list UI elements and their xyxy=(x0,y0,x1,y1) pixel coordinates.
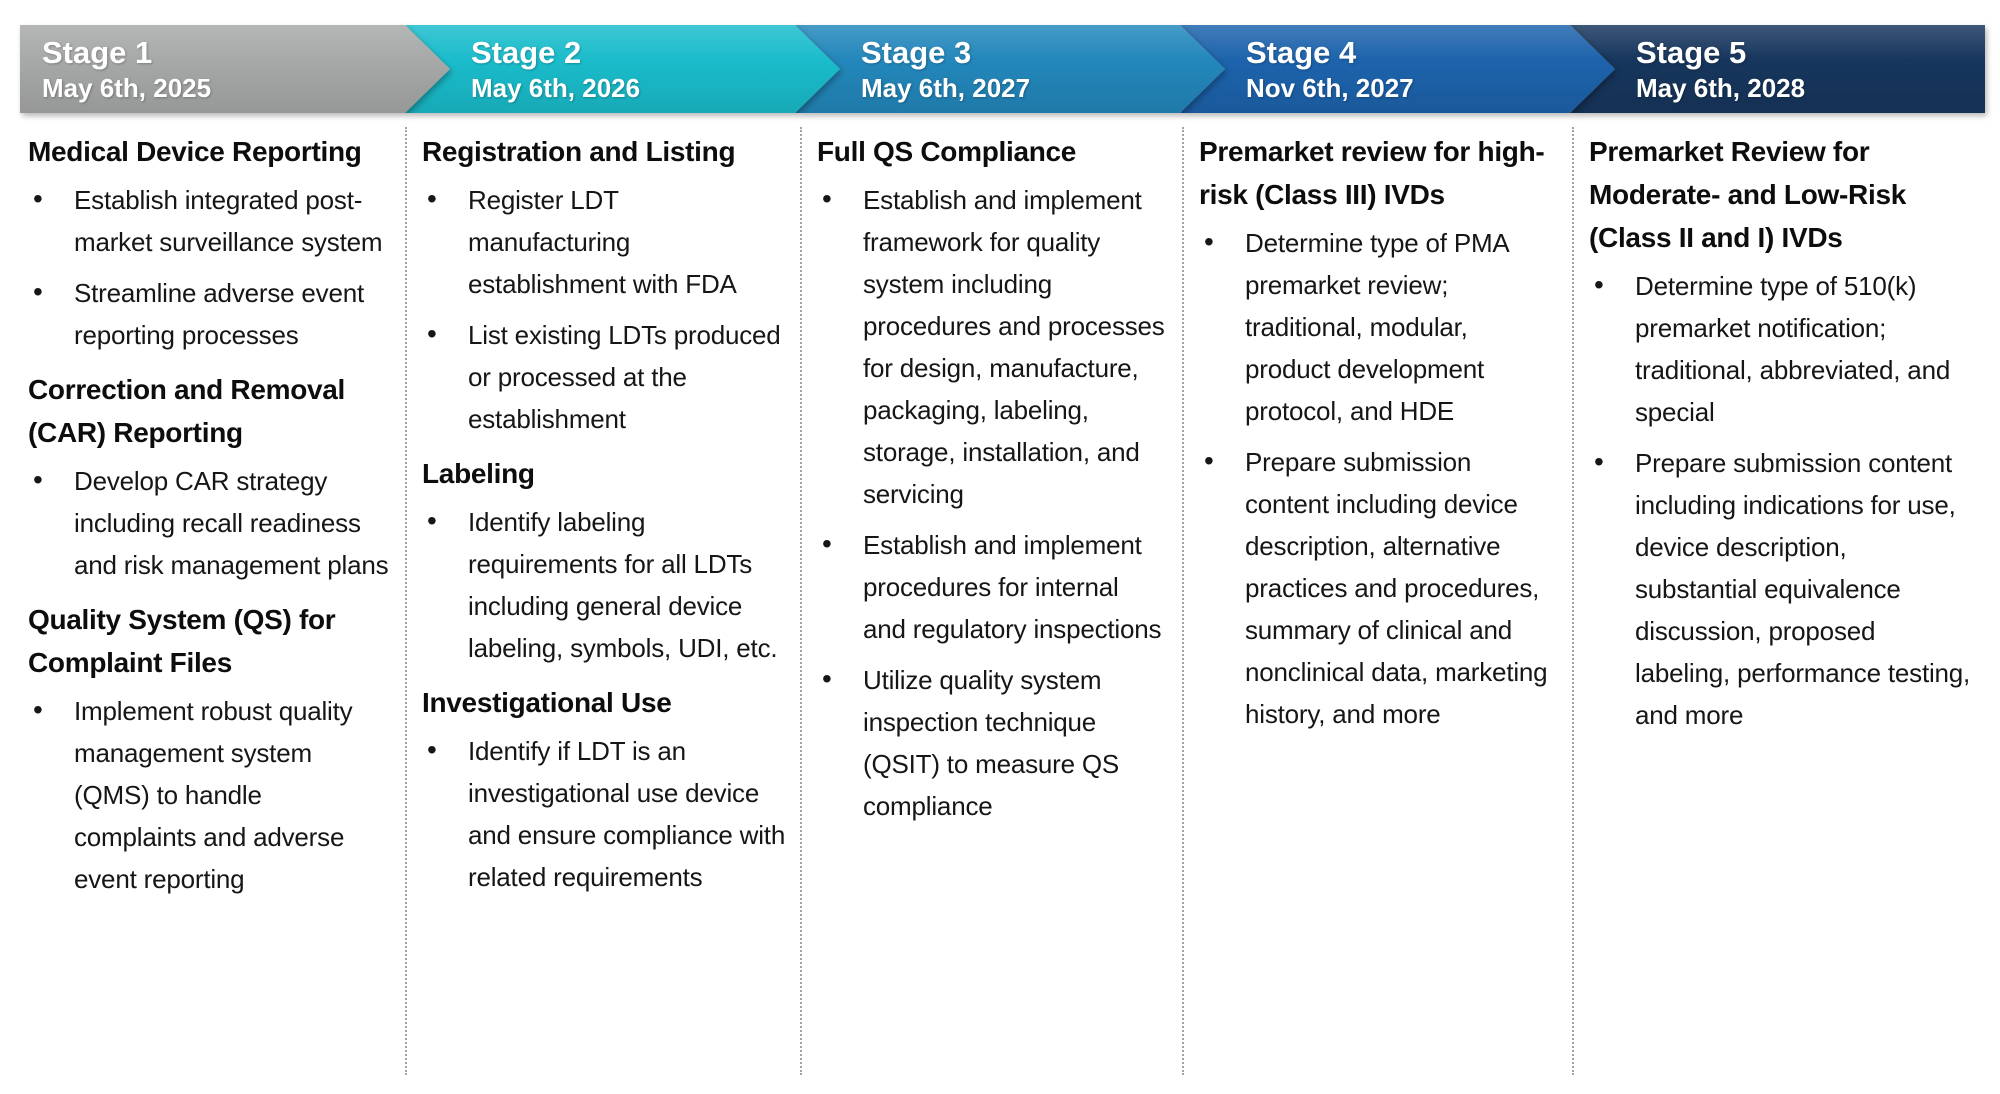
stage-column-3: Full QS Compliance Establish and implemen… xyxy=(800,127,1182,1075)
stage-date: May 6th, 2027 xyxy=(861,73,1031,103)
stage-date: Nov 6th, 2027 xyxy=(1246,73,1414,103)
section-heading: Medical Device Reporting xyxy=(28,136,362,167)
stage-banner-1: Stage 1 May 6th, 2025 xyxy=(20,25,450,113)
section-heading: Premarket Review for Moderate- and Low-R… xyxy=(1589,136,1906,253)
stage-columns: Medical Device Reporting Establish integr… xyxy=(20,127,2000,1075)
stage-chevron-shape: Stage 5 May 6th, 2028 xyxy=(1570,25,1985,113)
stage-date: May 6th, 2028 xyxy=(1636,73,1806,103)
stage-chevron-shape: Stage 3 May 6th, 2027 xyxy=(795,25,1225,113)
section-heading: Investigational Use xyxy=(422,687,672,718)
bullet-item: Establish and implement procedures for i… xyxy=(817,523,1168,650)
stage-label: Stage 3 xyxy=(861,35,972,70)
bullet-item: Implement robust quality management syst… xyxy=(28,689,391,900)
stage-label: Stage 5 xyxy=(1636,35,1747,70)
stage-banner-4: Stage 4 Nov 6th, 2027 xyxy=(1180,25,1615,113)
stage-label: Stage 2 xyxy=(471,35,582,70)
section-heading: Labeling xyxy=(422,458,535,489)
bullet-item: Streamline adverse event reporting proce… xyxy=(28,271,391,356)
bullet-item: Utilize quality system inspection techni… xyxy=(817,658,1168,827)
stage-label: Stage 1 xyxy=(42,35,153,70)
stage-column-4: Premarket review for high-risk (Class II… xyxy=(1182,127,1572,1075)
stage-column-2: Registration and Listing Register LDT man… xyxy=(405,127,800,1075)
section-heading: Quality System (QS) for Complaint Files xyxy=(28,604,336,678)
stage-date: May 6th, 2026 xyxy=(471,73,641,103)
bullet-item: Identify labeling requirements for all L… xyxy=(422,500,786,669)
stage-column-1: Medical Device Reporting Establish integr… xyxy=(20,127,405,1075)
stage-column-5: Premarket Review for Moderate- and Low-R… xyxy=(1572,127,1985,1075)
stage-date: May 6th, 2025 xyxy=(42,73,212,103)
stage-header-row: Stage 1 May 6th, 2025 Stage 2 May 6th, 2026… xyxy=(20,25,2000,113)
section-heading: Registration and Listing xyxy=(422,136,736,167)
bullet-item: Determine type of 510(k) premarket notif… xyxy=(1589,264,1971,433)
bullet-item: Establish and implement framework for qu… xyxy=(817,178,1168,515)
bullet-item: Establish integrated post-market surveil… xyxy=(28,178,391,263)
bullet-item: Prepare submission content including dev… xyxy=(1199,440,1558,735)
section-heading: Full QS Compliance xyxy=(817,136,1077,167)
stage-chevron-shape: Stage 1 May 6th, 2025 xyxy=(20,25,450,113)
stage-chevron-shape: Stage 4 Nov 6th, 2027 xyxy=(1180,25,1615,113)
stage-chevron-shape: Stage 2 May 6th, 2026 xyxy=(405,25,840,113)
stage-label: Stage 4 xyxy=(1246,35,1357,70)
bullet-item: Identify if LDT is an investigational us… xyxy=(422,729,786,898)
bullet-item: List existing LDTs produced or processed… xyxy=(422,313,786,440)
section-heading: Premarket review for high-risk (Class II… xyxy=(1199,136,1545,210)
stage-banner-2: Stage 2 May 6th, 2026 xyxy=(405,25,840,113)
bullet-item: Prepare submission content including ind… xyxy=(1589,441,1971,736)
section-heading: Correction and Removal (CAR) Reporting xyxy=(28,374,346,448)
stage-banner-5: Stage 5 May 6th, 2028 xyxy=(1570,25,1985,113)
bullet-item: Register LDT manufacturing establishment… xyxy=(422,178,786,305)
stage-banner-3: Stage 3 May 6th, 2027 xyxy=(795,25,1225,113)
bullet-item: Determine type of PMA premarket review; … xyxy=(1199,221,1558,432)
bullet-item: Develop CAR strategy including recall re… xyxy=(28,459,391,586)
